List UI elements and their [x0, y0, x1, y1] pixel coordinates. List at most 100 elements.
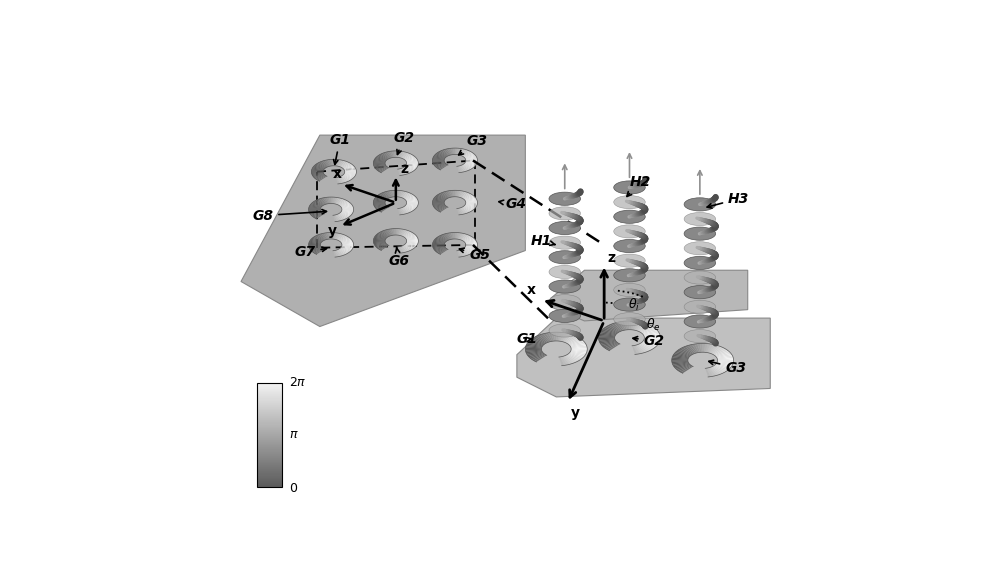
Polygon shape	[405, 196, 416, 200]
Polygon shape	[375, 157, 386, 161]
Polygon shape	[338, 249, 347, 254]
Polygon shape	[433, 199, 445, 202]
Polygon shape	[344, 167, 355, 169]
Polygon shape	[403, 232, 413, 237]
Bar	[257, 391, 282, 392]
Polygon shape	[465, 163, 476, 166]
Polygon shape	[321, 161, 329, 167]
Polygon shape	[407, 162, 418, 163]
Polygon shape	[388, 229, 393, 235]
Polygon shape	[525, 347, 541, 349]
Polygon shape	[643, 340, 659, 343]
Ellipse shape	[549, 251, 581, 264]
Polygon shape	[374, 198, 386, 201]
Polygon shape	[315, 164, 326, 168]
Polygon shape	[400, 230, 407, 236]
Bar	[257, 484, 282, 485]
Polygon shape	[463, 164, 472, 169]
Polygon shape	[465, 205, 476, 208]
Polygon shape	[338, 200, 347, 205]
Polygon shape	[345, 169, 356, 171]
Polygon shape	[715, 364, 729, 370]
Polygon shape	[404, 244, 414, 249]
Polygon shape	[526, 351, 542, 354]
Bar	[257, 459, 282, 460]
Polygon shape	[641, 327, 655, 333]
Text: G7: G7	[295, 245, 327, 259]
Polygon shape	[608, 325, 620, 332]
Polygon shape	[337, 250, 344, 256]
Bar	[257, 445, 282, 446]
Polygon shape	[405, 157, 416, 161]
Polygon shape	[375, 198, 386, 200]
Text: G1: G1	[517, 332, 538, 346]
Ellipse shape	[614, 225, 645, 238]
Bar	[257, 384, 282, 385]
Polygon shape	[642, 329, 658, 334]
Bar	[257, 415, 282, 416]
Polygon shape	[434, 240, 445, 243]
Bar	[257, 435, 282, 436]
Polygon shape	[697, 343, 701, 352]
Polygon shape	[463, 195, 473, 199]
Polygon shape	[435, 195, 446, 200]
Polygon shape	[462, 207, 471, 212]
Polygon shape	[717, 355, 733, 358]
Polygon shape	[405, 166, 416, 169]
Polygon shape	[332, 233, 335, 239]
Polygon shape	[717, 359, 734, 360]
Ellipse shape	[549, 294, 581, 308]
Polygon shape	[311, 212, 322, 216]
Polygon shape	[375, 166, 386, 169]
Bar	[257, 394, 282, 395]
Polygon shape	[314, 249, 323, 254]
Polygon shape	[457, 233, 461, 239]
Bar	[257, 470, 282, 471]
Polygon shape	[336, 250, 342, 256]
Polygon shape	[323, 233, 328, 239]
Polygon shape	[677, 350, 691, 356]
Polygon shape	[336, 198, 342, 204]
Polygon shape	[406, 242, 418, 243]
Bar	[257, 486, 282, 487]
Polygon shape	[406, 239, 418, 240]
Polygon shape	[463, 236, 472, 241]
Polygon shape	[642, 328, 656, 334]
Bar	[257, 463, 282, 464]
Ellipse shape	[684, 227, 716, 240]
Text: y: y	[328, 224, 337, 238]
Text: G2: G2	[393, 131, 414, 154]
Polygon shape	[434, 155, 445, 158]
Polygon shape	[406, 236, 417, 239]
Polygon shape	[438, 164, 447, 169]
Polygon shape	[464, 239, 475, 243]
Polygon shape	[457, 208, 461, 215]
Bar	[257, 467, 282, 468]
Polygon shape	[459, 208, 464, 215]
Polygon shape	[340, 212, 351, 217]
Polygon shape	[603, 328, 617, 334]
Bar	[257, 432, 282, 433]
Polygon shape	[533, 337, 546, 344]
Polygon shape	[560, 333, 567, 341]
Polygon shape	[379, 167, 388, 172]
Polygon shape	[381, 231, 390, 236]
Polygon shape	[406, 164, 418, 166]
Bar	[257, 454, 282, 455]
Bar	[257, 383, 282, 384]
Ellipse shape	[549, 324, 581, 337]
Polygon shape	[342, 209, 354, 211]
Bar	[257, 483, 282, 484]
Polygon shape	[460, 150, 468, 155]
Text: H1: H1	[531, 234, 555, 248]
Polygon shape	[633, 321, 640, 330]
Bar	[257, 392, 282, 393]
Polygon shape	[398, 190, 402, 197]
Polygon shape	[527, 342, 543, 346]
Polygon shape	[619, 321, 626, 330]
Polygon shape	[466, 203, 477, 204]
Polygon shape	[339, 161, 347, 167]
Bar	[257, 443, 282, 444]
Polygon shape	[315, 213, 324, 219]
Polygon shape	[460, 250, 468, 256]
